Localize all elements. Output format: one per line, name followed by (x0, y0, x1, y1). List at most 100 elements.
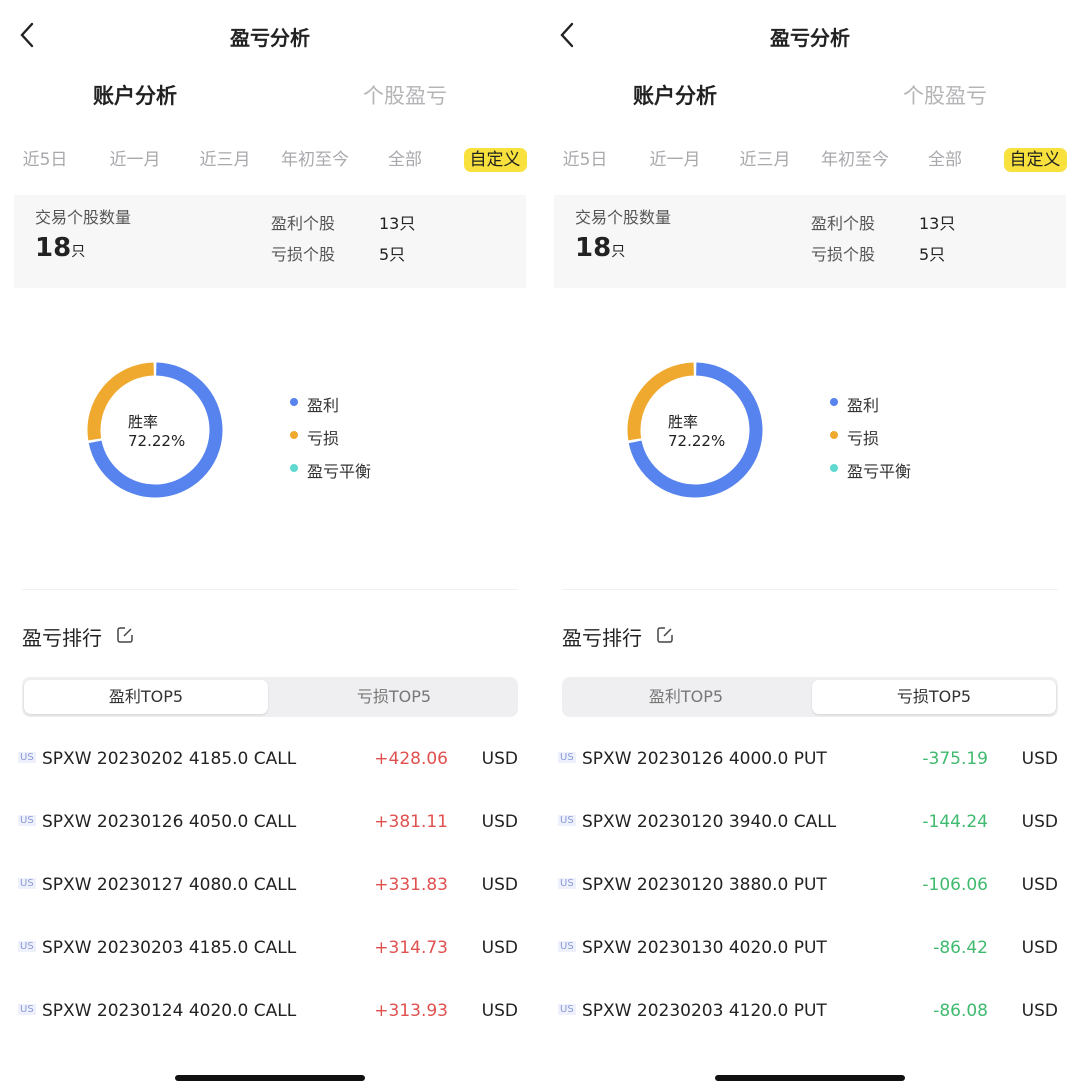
win-stock-label: 盈利个股 (271, 214, 336, 233)
legend-win: 盈利 (307, 396, 340, 415)
tab-stock-pnl[interactable]: 个股盈亏 (903, 84, 987, 108)
tab-account-analysis[interactable]: 账户分析 (633, 84, 717, 108)
ranking-row[interactable]: US SPXW 20230126 4050.0 CALL +381.11 USD (0, 803, 540, 843)
legend-loss-dot (830, 431, 838, 439)
trade-count-value: 18 (575, 233, 612, 263)
legend-even-dot (830, 464, 838, 472)
period-filter[interactable]: 自定义 (990, 147, 1080, 173)
market-badge: US (558, 878, 576, 889)
ranking-row[interactable]: US SPXW 20230127 4080.0 CALL +331.83 USD (0, 866, 540, 906)
period-label: 近5日 (562, 150, 608, 170)
currency: USD (481, 938, 518, 958)
win-rate-donut (87, 362, 223, 498)
donut-center-value: 72.22% (128, 432, 186, 450)
legend-loss: 亏损 (307, 429, 340, 448)
market-badge: US (18, 752, 36, 763)
segment-profit-top5[interactable]: 盈利TOP5 (24, 680, 268, 714)
period-filter[interactable]: 全部 (360, 147, 450, 173)
pnl-value: +331.83 (374, 875, 448, 895)
pnl-value: -144.24 (922, 812, 988, 832)
donut-slice-win (628, 362, 763, 498)
market-badge: US (558, 815, 576, 826)
currency: USD (481, 1001, 518, 1021)
loss-stock-value: 5只 (919, 245, 946, 264)
segment-loss-top5[interactable]: 亏损TOP5 (356, 687, 432, 706)
period-label: 近一月 (109, 150, 161, 170)
period-filter[interactable]: 年初至今 (270, 147, 360, 173)
period-filter[interactable]: 全部 (900, 147, 990, 173)
period-label: 年初至今 (281, 150, 349, 170)
ranking-row[interactable]: US SPXW 20230126 4000.0 PUT -375.19 USD (540, 740, 1080, 780)
period-filter[interactable]: 近三月 (180, 147, 270, 173)
currency: USD (1021, 875, 1058, 895)
loss-stock-label: 亏损个股 (811, 245, 876, 264)
period-label: 近5日 (22, 150, 68, 170)
ranking-row[interactable]: US SPXW 20230203 4120.0 PUT -86.08 USD (540, 992, 1080, 1032)
ranking-row[interactable]: US SPXW 20230120 3940.0 CALL -144.24 USD (540, 803, 1080, 843)
market-badge: US (18, 815, 36, 826)
ranking-row[interactable]: US SPXW 20230202 4185.0 CALL +428.06 USD (0, 740, 540, 780)
ranking-title: 盈亏排行 (22, 626, 102, 650)
ranking-row[interactable]: US SPXW 20230124 4020.0 CALL +313.93 USD (0, 992, 540, 1032)
period-label: 近一月 (649, 150, 701, 170)
contract-name: SPXW 20230202 4185.0 CALL (42, 749, 297, 769)
loss-stock-label: 亏损个股 (271, 245, 336, 264)
period-filter[interactable]: 自定义 (450, 147, 540, 173)
donut-center-label: 胜率 (128, 413, 159, 431)
legend-win-dot (290, 398, 298, 406)
contract-name: SPXW 20230126 4050.0 CALL (42, 812, 297, 832)
back-chevron-icon[interactable] (16, 20, 40, 50)
currency: USD (481, 749, 518, 769)
legend-even: 盈亏平衡 (307, 462, 372, 481)
contract-name: SPXW 20230124 4020.0 CALL (42, 1001, 297, 1021)
ranking-row[interactable]: US SPXW 20230203 4185.0 CALL +314.73 USD (0, 929, 540, 969)
ranking-segmented-control: 盈利TOP5 亏损TOP5 (22, 677, 518, 717)
donut-slice-win (88, 362, 223, 498)
trade-count-unit: 只 (611, 244, 626, 260)
currency: USD (481, 812, 518, 832)
period-filter[interactable]: 近5日 (0, 147, 90, 173)
page-title: 盈亏分析 (230, 26, 310, 50)
donut-slice-loss (87, 362, 155, 441)
donut-center-value: 72.22% (668, 432, 726, 450)
ranking-row[interactable]: US SPXW 20230130 4020.0 PUT -86.42 USD (540, 929, 1080, 969)
period-filter[interactable]: 近三月 (720, 147, 810, 173)
tab-account-analysis[interactable]: 账户分析 (93, 84, 177, 108)
contract-name: SPXW 20230127 4080.0 CALL (42, 875, 297, 895)
market-badge: US (18, 878, 36, 889)
win-stock-label: 盈利个股 (811, 214, 876, 233)
contract-name: SPXW 20230203 4185.0 CALL (42, 938, 297, 958)
period-label: 年初至今 (821, 150, 889, 170)
currency: USD (481, 875, 518, 895)
period-filter[interactable]: 近一月 (630, 147, 720, 173)
tab-stock-pnl[interactable]: 个股盈亏 (363, 84, 447, 108)
segment-profit-top5[interactable]: 盈利TOP5 (648, 687, 724, 706)
contract-name: SPXW 20230130 4020.0 PUT (582, 938, 827, 958)
edit-icon[interactable] (656, 626, 674, 644)
home-indicator (715, 1075, 905, 1081)
ranking-row[interactable]: US SPXW 20230120 3880.0 PUT -106.06 USD (540, 866, 1080, 906)
legend-loss-dot (290, 431, 298, 439)
period-filter[interactable]: 近5日 (540, 147, 630, 173)
edit-icon[interactable] (116, 626, 134, 644)
donut-slice-loss (627, 362, 695, 441)
currency: USD (1021, 812, 1058, 832)
legend-even-dot (290, 464, 298, 472)
trade-count-unit: 只 (71, 244, 86, 260)
pnl-value: +314.73 (374, 938, 448, 958)
period-filter[interactable]: 近一月 (90, 147, 180, 173)
market-badge: US (558, 941, 576, 952)
win-stock-value: 13只 (379, 214, 416, 233)
segment-loss-top5[interactable]: 亏损TOP5 (812, 680, 1056, 714)
period-filter[interactable]: 年初至今 (810, 147, 900, 173)
home-indicator (175, 1075, 365, 1081)
pnl-value: +313.93 (374, 1001, 448, 1021)
market-badge: US (18, 1004, 36, 1015)
pnl-value: -106.06 (922, 875, 988, 895)
back-chevron-icon[interactable] (556, 20, 580, 50)
legend-even: 盈亏平衡 (847, 462, 912, 481)
donut-center-label: 胜率 (668, 413, 699, 431)
pnl-value: -86.42 (933, 938, 988, 958)
ranking-title: 盈亏排行 (562, 626, 642, 650)
period-label: 近三月 (199, 150, 251, 170)
